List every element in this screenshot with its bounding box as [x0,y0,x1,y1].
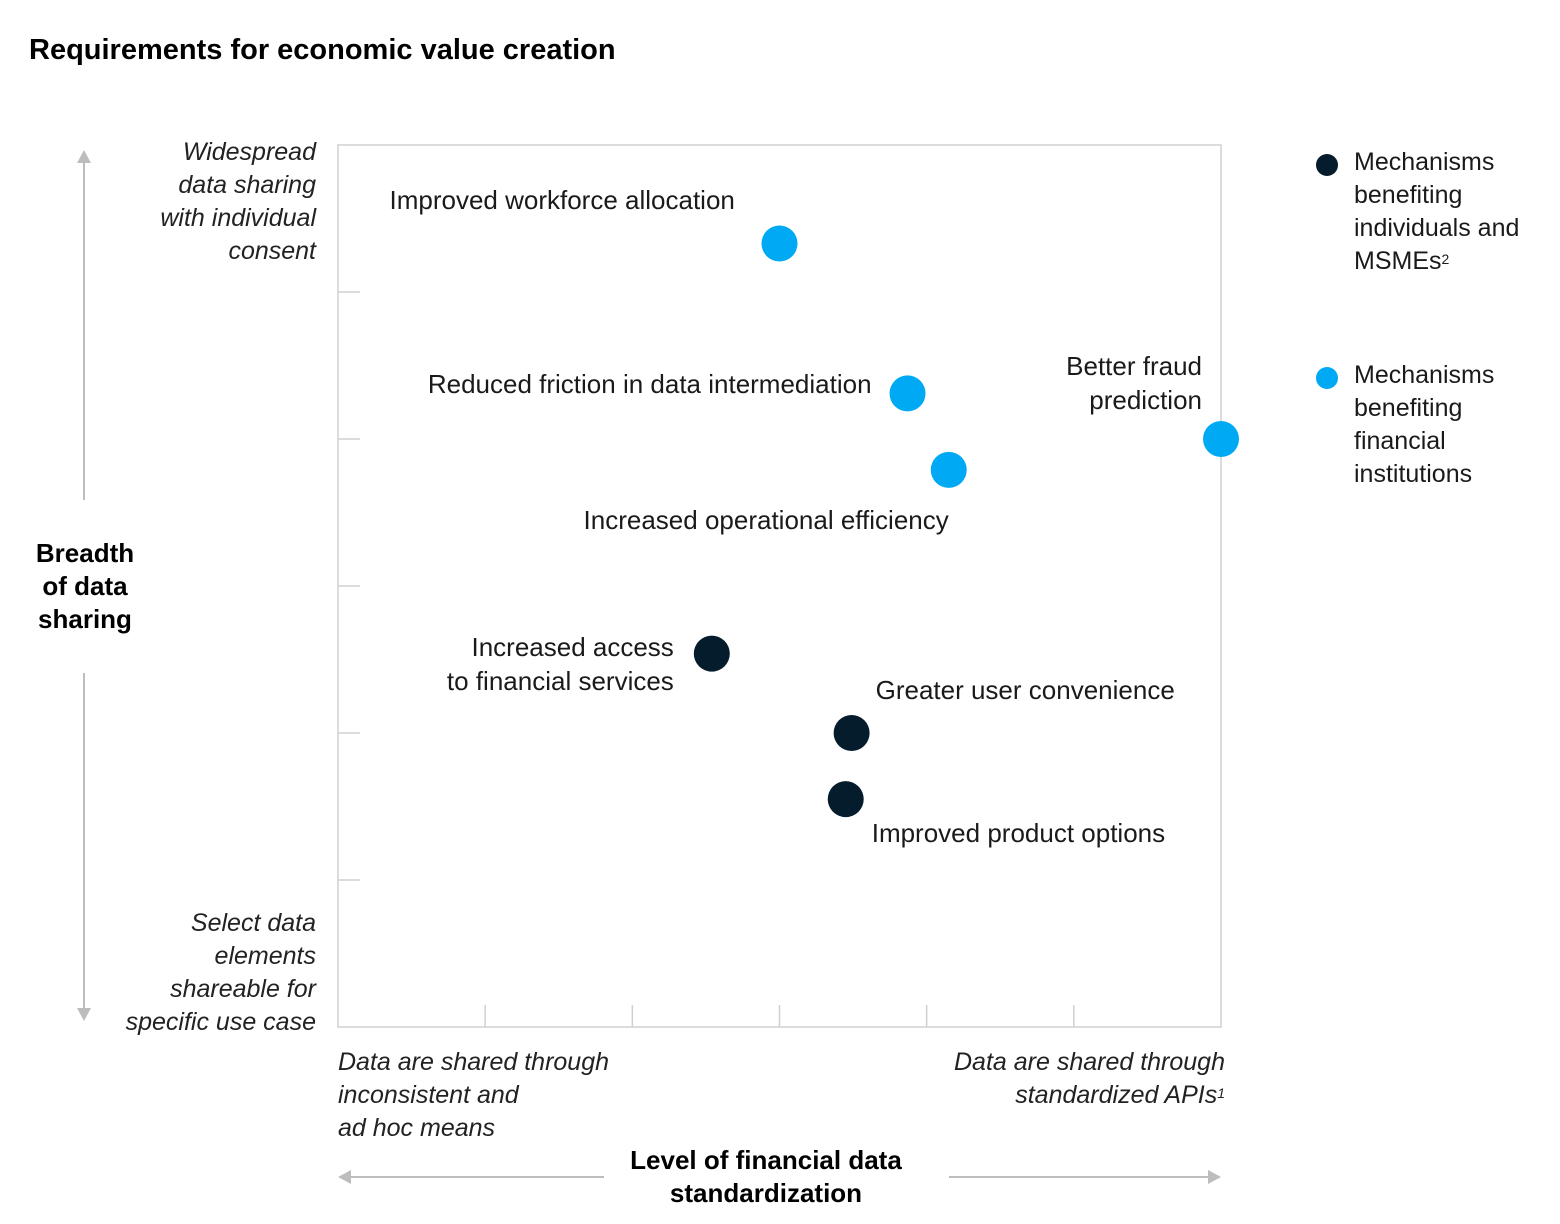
data-point [827,781,864,818]
plot-frame [337,144,1222,1028]
arrow-left-icon [338,1170,351,1184]
arrow-up-icon [77,150,91,163]
data-point [930,451,967,488]
data-point-label: Better fraud prediction [1066,351,1202,415]
x-high-footnote: 1 [1217,1085,1225,1101]
legend-footnote: 2 [1441,251,1450,267]
legend-label-institutions: Mechanisms benefiting financial institut… [1354,361,1495,488]
data-point-label: Increased access to financial services [446,631,674,696]
legend-label-individuals: Mechanisms benefiting individuals and MS… [1354,148,1520,275]
data-point [761,225,798,262]
legend-marker-institutions [1316,367,1338,389]
arrow-right-icon [1208,1170,1221,1184]
x-high-label-text: Data are shared through standardized API… [953,1048,1225,1109]
arrow-down-icon [77,1008,91,1021]
data-point [693,635,730,672]
data-point [833,715,870,751]
y-axis-title: Breadth of data sharing [35,538,135,634]
x-high-label: Data are shared through standardized API… [954,1046,1225,1112]
legend-marker-individuals [1316,154,1338,176]
data-point-label: Greater user convenience [875,675,1175,705]
x-axis-title: Level of financial data standardization [630,1145,902,1208]
data-point-label: Improved product options [871,818,1166,849]
data-point-label: Improved workforce allocation [389,185,735,216]
data-point [1203,421,1239,457]
data-point-label: Reduced friction in data intermediation [427,369,872,400]
y-low-label: Select data elements shareable for speci… [125,909,316,1036]
chart-title: Requirements for economic value creation [29,34,616,66]
y-high-label: Widespread data sharing with individual … [160,138,316,265]
data-point-label: Increased operational efficiency [583,504,949,535]
legend-entry-individuals: Mechanisms benefiting individuals and MS… [1354,146,1544,278]
data-point [889,375,926,412]
x-low-label: Data are shared through inconsistent and… [338,1048,610,1142]
